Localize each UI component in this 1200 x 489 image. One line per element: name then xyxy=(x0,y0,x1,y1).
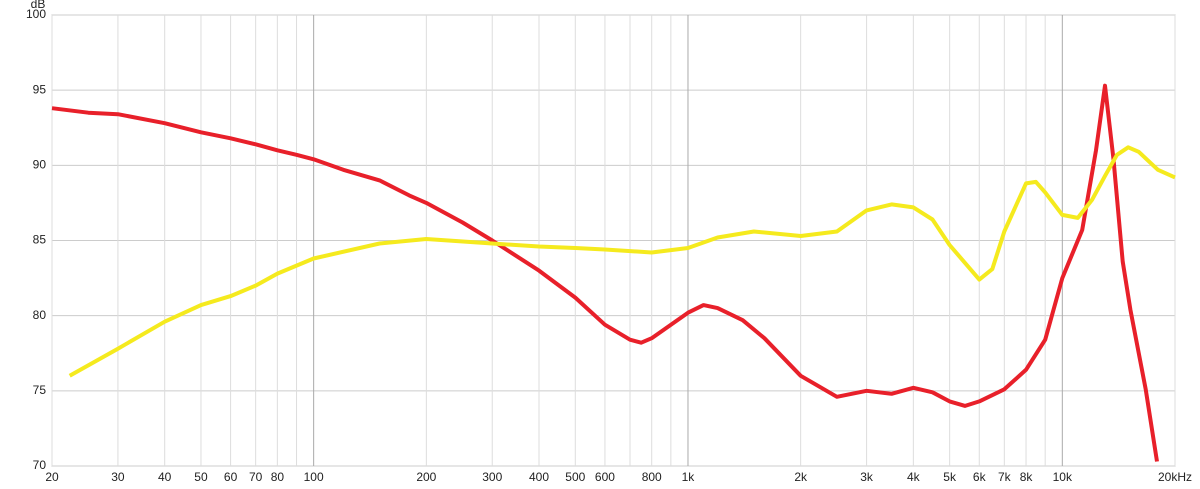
x-tick-label: 20 xyxy=(45,470,59,484)
x-tick-label: 5k xyxy=(943,470,957,484)
x-tick-label: 20kHz xyxy=(1158,470,1192,484)
data-line xyxy=(68,145,1176,378)
x-tick-label: 1k xyxy=(682,470,696,484)
x-tick-label: 8k xyxy=(1020,470,1034,484)
y-tick-label: 80 xyxy=(33,308,47,322)
x-tick-label: 200 xyxy=(416,470,436,484)
x-tick-label: 2k xyxy=(794,470,808,484)
y-tick-label: 85 xyxy=(33,233,47,247)
x-tick-label: 10k xyxy=(1053,470,1073,484)
x-tick-label: 100 xyxy=(304,470,324,484)
x-tick-label: 80 xyxy=(271,470,285,484)
x-tick-label: 60 xyxy=(224,470,238,484)
x-tick-label: 50 xyxy=(194,470,208,484)
x-tick-label: 4k xyxy=(907,470,921,484)
data-line xyxy=(51,83,1159,462)
x-tick-label: 600 xyxy=(595,470,615,484)
x-tick-label: 30 xyxy=(111,470,125,484)
y-tick-label: 100 xyxy=(26,7,46,21)
x-tick-label: 500 xyxy=(565,470,585,484)
y-tick-label: 75 xyxy=(33,383,47,397)
y-tick-label: 95 xyxy=(33,82,47,96)
y-tick-label: 90 xyxy=(33,158,47,172)
x-tick-label: 7k xyxy=(998,470,1012,484)
y-axis-label: dB xyxy=(31,0,46,11)
x-tick-label: 400 xyxy=(529,470,549,484)
x-tick-label: 3k xyxy=(860,470,874,484)
x-tick-label: 300 xyxy=(482,470,502,484)
x-tick-label: 40 xyxy=(158,470,172,484)
y-tick-label: 70 xyxy=(33,458,47,472)
x-tick-label: 6k xyxy=(973,470,987,484)
x-tick-label: 800 xyxy=(642,470,662,484)
x-tick-label: 70 xyxy=(249,470,263,484)
